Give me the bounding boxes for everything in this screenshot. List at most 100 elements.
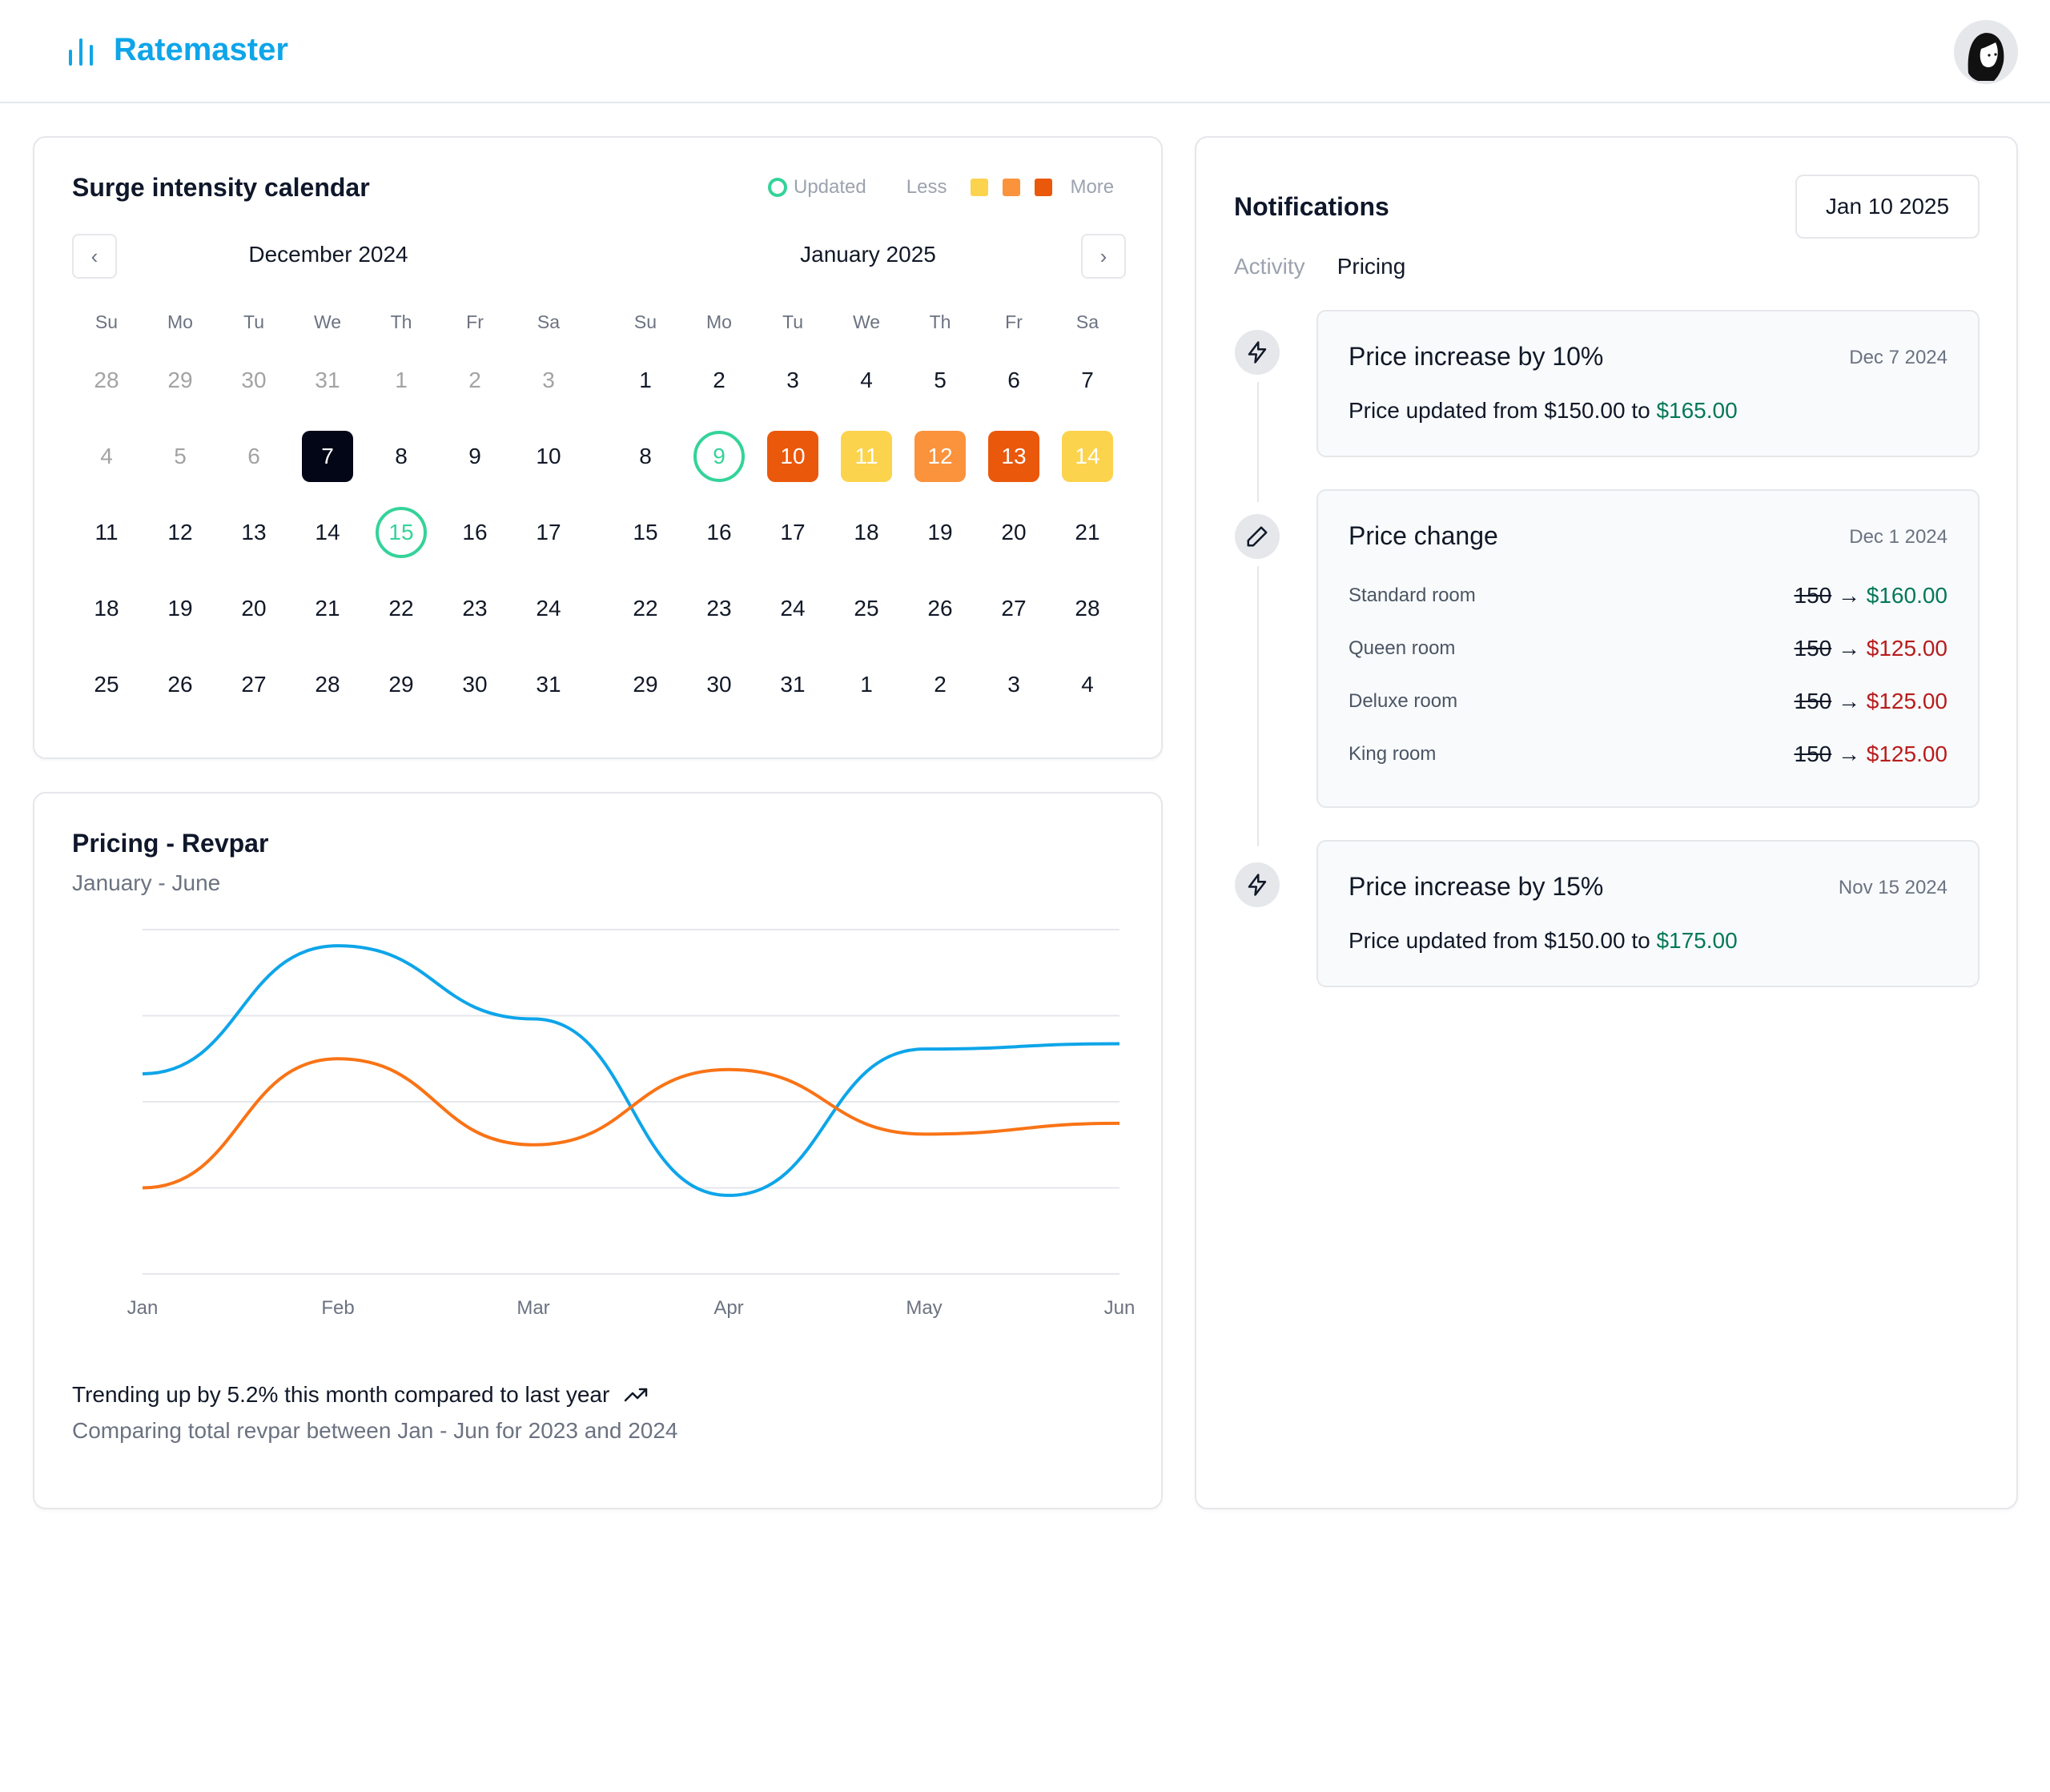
arrow-right-icon: → bbox=[1838, 583, 1860, 608]
day-cell[interactable]: 2 bbox=[468, 367, 481, 392]
day-cell-surge-high[interactable]: 13 bbox=[988, 430, 1039, 482]
tab-activity[interactable]: Activity bbox=[1234, 254, 1305, 279]
day-cell[interactable]: 3 bbox=[542, 367, 555, 392]
day-cell[interactable]: 16 bbox=[706, 519, 732, 544]
day-cell[interactable]: 27 bbox=[1001, 595, 1027, 621]
day-cell[interactable]: 3 bbox=[786, 367, 799, 392]
day-cell[interactable]: 6 bbox=[247, 443, 260, 468]
day-cell[interactable]: 7 bbox=[1081, 367, 1094, 392]
day-cell[interactable]: 16 bbox=[462, 519, 488, 544]
day-cell[interactable]: 4 bbox=[1081, 671, 1094, 697]
day-cell[interactable]: 19 bbox=[167, 595, 193, 621]
legend-swatch-low bbox=[971, 179, 989, 196]
day-cell[interactable]: 14 bbox=[315, 519, 340, 544]
day-cell[interactable]: 4 bbox=[860, 367, 873, 392]
day-cell[interactable]: 29 bbox=[388, 671, 414, 697]
chart-title: Pricing - Revpar bbox=[72, 829, 269, 858]
day-cell[interactable]: 23 bbox=[462, 595, 488, 621]
day-cell[interactable]: 20 bbox=[1001, 519, 1027, 544]
day-cell[interactable]: 24 bbox=[536, 595, 561, 621]
day-cell[interactable]: 1 bbox=[395, 367, 408, 392]
day-cell[interactable]: 31 bbox=[536, 671, 561, 697]
notification-date: Dec 1 2024 bbox=[1849, 526, 1948, 548]
day-cell[interactable]: 25 bbox=[854, 595, 879, 621]
day-cell-surge-low[interactable]: 14 bbox=[1062, 430, 1113, 482]
date-picker-button[interactable]: Jan 10 2025 bbox=[1795, 175, 1980, 239]
day-cell[interactable]: 3 bbox=[1007, 671, 1020, 697]
day-cell[interactable]: 30 bbox=[462, 671, 488, 697]
legend-updated: Updated bbox=[794, 176, 866, 198]
day-cell[interactable]: 26 bbox=[167, 671, 193, 697]
day-cell[interactable]: 12 bbox=[167, 519, 193, 544]
day-cell-surge-low[interactable]: 11 bbox=[841, 430, 892, 482]
legend-more: More bbox=[1070, 176, 1115, 198]
day-cell[interactable]: 20 bbox=[241, 595, 267, 621]
day-cell[interactable]: 8 bbox=[395, 443, 408, 468]
notification-item[interactable]: Price change Dec 1 2024 Standard room 15… bbox=[1316, 489, 1980, 808]
notification-title: Price increase by 10% bbox=[1349, 342, 1604, 371]
x-tick-label: Apr bbox=[713, 1297, 743, 1319]
day-cell-updated[interactable]: 15 bbox=[376, 506, 427, 558]
day-cell-selected[interactable]: 7 bbox=[302, 430, 353, 482]
chart-trend: Trending up by 5.2% this month compared … bbox=[72, 1382, 648, 1408]
day-cell[interactable]: 5 bbox=[174, 443, 187, 468]
day-cell[interactable]: 2 bbox=[713, 367, 726, 392]
notification-item[interactable]: Price increase by 15% Nov 15 2024 Price … bbox=[1316, 840, 1980, 987]
day-cell[interactable]: 13 bbox=[241, 519, 267, 544]
month-title-jan: January 2025 bbox=[800, 242, 936, 267]
weekday-label: Tu bbox=[782, 311, 803, 332]
notification-item[interactable]: Price increase by 10% Dec 7 2024 Price u… bbox=[1316, 310, 1980, 457]
day-cell[interactable]: 28 bbox=[315, 671, 340, 697]
day-cell[interactable]: 21 bbox=[315, 595, 340, 621]
logo[interactable]: Ratemaster bbox=[67, 32, 288, 68]
day-cell[interactable]: 11 bbox=[94, 519, 119, 544]
day-cell[interactable]: 1 bbox=[639, 367, 652, 392]
day-cell[interactable]: 30 bbox=[706, 671, 732, 697]
tab-pricing[interactable]: Pricing bbox=[1337, 254, 1406, 279]
day-cell[interactable]: 30 bbox=[241, 367, 267, 392]
day-cell[interactable]: 17 bbox=[780, 519, 806, 544]
next-month-button[interactable]: › bbox=[1081, 234, 1126, 279]
day-cell-surge-mid[interactable]: 12 bbox=[914, 430, 966, 482]
day-cell[interactable]: 1 bbox=[860, 671, 873, 697]
day-cell[interactable]: 5 bbox=[934, 367, 947, 392]
notification-message: Price updated from $150.00 to bbox=[1349, 398, 1657, 423]
day-cell[interactable]: 18 bbox=[854, 519, 879, 544]
day-cell[interactable]: 29 bbox=[167, 367, 193, 392]
day-cell[interactable]: 28 bbox=[1075, 595, 1100, 621]
day-cell[interactable]: 28 bbox=[94, 367, 119, 392]
day-cell[interactable]: 15 bbox=[633, 519, 658, 544]
weekday-label: Mo bbox=[167, 311, 193, 332]
day-cell[interactable]: 4 bbox=[100, 443, 113, 468]
day-cell[interactable]: 22 bbox=[388, 595, 414, 621]
day-cell-updated[interactable]: 9 bbox=[693, 430, 745, 482]
weekday-label: Th bbox=[390, 311, 412, 332]
weekday-label: Su bbox=[633, 311, 657, 332]
notification-date: Dec 7 2024 bbox=[1849, 347, 1948, 368]
day-cell-surge-high[interactable]: 10 bbox=[767, 430, 818, 482]
room-price-row: King room 150 → $125.00 bbox=[1349, 741, 1948, 767]
day-cell[interactable]: 8 bbox=[639, 443, 652, 468]
day-cell[interactable]: 24 bbox=[780, 595, 806, 621]
day-cell[interactable]: 31 bbox=[780, 671, 806, 697]
day-cell[interactable]: 9 bbox=[468, 443, 481, 468]
day-cell[interactable]: 29 bbox=[633, 671, 658, 697]
day-cell[interactable]: 22 bbox=[633, 595, 658, 621]
day-cell[interactable]: 19 bbox=[927, 519, 953, 544]
day-cell[interactable]: 10 bbox=[536, 443, 561, 468]
prev-month-button[interactable]: ‹ bbox=[72, 234, 117, 279]
day-cell[interactable]: 6 bbox=[1007, 367, 1020, 392]
pencil-icon bbox=[1247, 526, 1268, 547]
notification-text: Price updated from $150.00 to $175.00 bbox=[1349, 928, 1738, 954]
day-cell[interactable]: 27 bbox=[241, 671, 267, 697]
day-cell[interactable]: 26 bbox=[927, 595, 953, 621]
avatar[interactable] bbox=[1954, 20, 2018, 84]
day-cell[interactable]: 31 bbox=[315, 367, 340, 392]
day-cell[interactable]: 17 bbox=[536, 519, 561, 544]
day-cell[interactable]: 2 bbox=[934, 671, 947, 697]
day-cell[interactable]: 18 bbox=[94, 595, 119, 621]
day-cell[interactable]: 25 bbox=[94, 671, 119, 697]
day-cell[interactable]: 23 bbox=[706, 595, 732, 621]
new-price: $125.00 bbox=[1866, 689, 1948, 713]
day-cell[interactable]: 21 bbox=[1075, 519, 1100, 544]
